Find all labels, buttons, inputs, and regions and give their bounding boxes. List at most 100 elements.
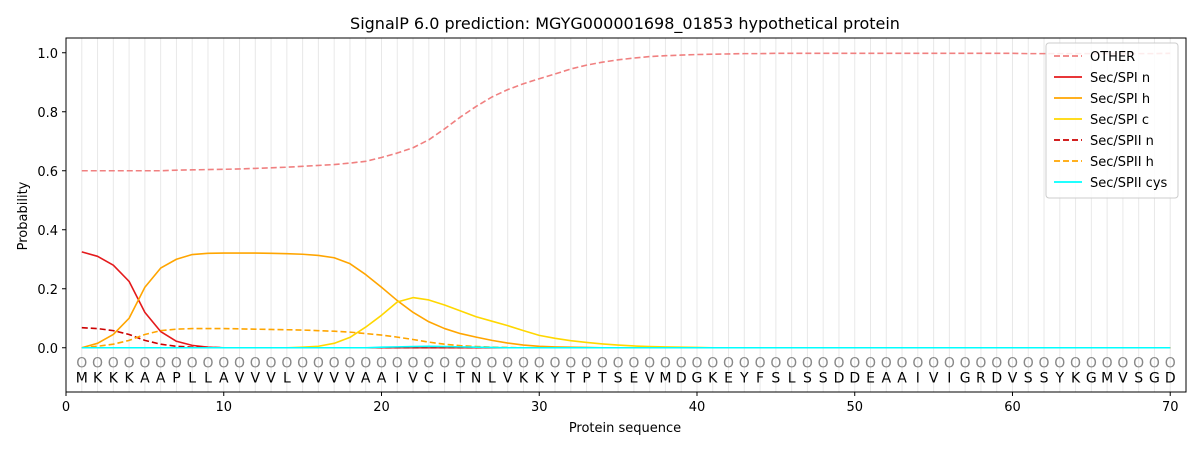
residue-letter: G <box>692 370 703 386</box>
residue-letter: V <box>1118 370 1128 386</box>
series-line-sec-spi-n <box>81 251 1171 349</box>
residue-marker: O <box>486 356 497 372</box>
y-axis-label: Probability <box>16 181 31 250</box>
residue-letter: A <box>140 370 150 386</box>
residue-marker: O <box>139 356 150 372</box>
y-tick-label: 1.0 <box>37 47 58 62</box>
x-tick-label: 70 <box>1162 400 1179 415</box>
residue-marker: O <box>234 356 245 372</box>
residue-letter: K <box>109 370 119 386</box>
y-tick-label: 0.8 <box>37 106 58 121</box>
residue-letter: S <box>803 370 812 386</box>
residue-marker: O <box>1149 356 1160 372</box>
legend-label: Sec/SPII n <box>1090 134 1154 149</box>
residue-letter: A <box>361 370 371 386</box>
residue-marker: O <box>1039 356 1050 372</box>
residue-letter: V <box>345 370 355 386</box>
residue-letter: Y <box>550 370 560 386</box>
y-tick-label: 0.4 <box>37 224 58 239</box>
residue-letter: S <box>1024 370 1033 386</box>
axes: 0 10 20 30 40 50 60 70 0.0 0.2 0.4 0.6 0.8 1.0 <box>37 37 1187 415</box>
residue-marker: O <box>912 356 923 372</box>
legend-box <box>1045 42 1179 199</box>
residue-marker: O <box>723 356 734 372</box>
y-tick-label: 0.6 <box>37 165 58 180</box>
residue-marker: O <box>802 356 813 372</box>
residue-marker: O <box>266 356 277 372</box>
x-tick-label: 10 <box>215 400 232 415</box>
residue-letter: E <box>724 370 733 386</box>
residue-marker: O <box>644 356 655 372</box>
residue-letter: S <box>819 370 828 386</box>
residue-marker: O <box>297 356 308 372</box>
residue-marker: O <box>676 356 687 372</box>
residue-letter: A <box>156 370 166 386</box>
residue-letter: D <box>991 370 1002 386</box>
residue-marker: O <box>171 356 182 372</box>
residue-letter: L <box>788 370 796 386</box>
residue-letter: V <box>329 370 339 386</box>
residue-letter: A <box>897 370 907 386</box>
residue-marker: O <box>518 356 529 372</box>
residue-marker: O <box>613 356 624 372</box>
residue-marker: O <box>392 356 403 372</box>
residue-marker: O <box>660 356 671 372</box>
residue-letter: V <box>314 370 324 386</box>
x-tick-label: 30 <box>531 400 548 415</box>
residue-marker: O <box>770 356 781 372</box>
residue-marker: O <box>502 356 513 372</box>
residue-marker: O <box>155 356 166 372</box>
residue-marker: O <box>187 356 198 372</box>
residue-letter: V <box>1008 370 1018 386</box>
residue-marker: O <box>691 356 702 372</box>
residue-letter: A <box>377 370 387 386</box>
residue-letter: P <box>582 370 590 386</box>
residue-marker: O <box>76 356 87 372</box>
residue-letter: S <box>771 370 780 386</box>
residue-letter: K <box>93 370 103 386</box>
legend-label: Sec/SPII h <box>1090 155 1154 170</box>
grid-lines <box>81 38 1171 392</box>
residue-marker: O <box>565 356 576 372</box>
residue-marker: O <box>471 356 482 372</box>
x-tick-label: 0 <box>62 400 70 415</box>
residue-marker: O <box>1054 356 1065 372</box>
residue-marker: O <box>108 356 119 372</box>
residue-letter: L <box>204 370 212 386</box>
series-line-sec-spi-c <box>81 296 1171 349</box>
residue-marker: O <box>1102 356 1113 372</box>
residue-marker: O <box>1086 356 1097 372</box>
residue-letter: V <box>408 370 418 386</box>
y-tick-label: 0.2 <box>37 283 58 298</box>
series-line-sec-spii-cys <box>81 345 1171 349</box>
residue-marker: O <box>313 356 324 372</box>
legend-label: Sec/SPI h <box>1090 92 1150 107</box>
residue-marker: O <box>707 356 718 372</box>
residue-marker: O <box>991 356 1002 372</box>
plot-frame <box>65 37 1187 393</box>
residue-marker: O <box>960 356 971 372</box>
residue-marker: O <box>455 356 466 372</box>
residue-marker: O <box>818 356 829 372</box>
residue-letter: V <box>503 370 513 386</box>
residue-letter: M <box>659 370 671 386</box>
residue-letter: S <box>614 370 623 386</box>
series-line-sec-spi-h <box>81 252 1171 349</box>
residue-marker: O <box>928 356 939 372</box>
residue-letter: Y <box>739 370 749 386</box>
residue-letter: D <box>834 370 845 386</box>
residue-letter: K <box>708 370 718 386</box>
residue-marker: O <box>833 356 844 372</box>
residue-marker: O <box>628 356 639 372</box>
residue-marker: O <box>439 356 450 372</box>
residue-marker: O <box>865 356 876 372</box>
residue-marker: O <box>376 356 387 372</box>
legend-label: Sec/SPI c <box>1090 113 1149 128</box>
residue-letter: P <box>172 370 180 386</box>
x-tick-label: 50 <box>846 400 863 415</box>
residue-marker: O <box>739 356 750 372</box>
legend-label: Sec/SPI n <box>1090 71 1150 86</box>
residue-marker: O <box>975 356 986 372</box>
residue-marker: O <box>1070 356 1081 372</box>
